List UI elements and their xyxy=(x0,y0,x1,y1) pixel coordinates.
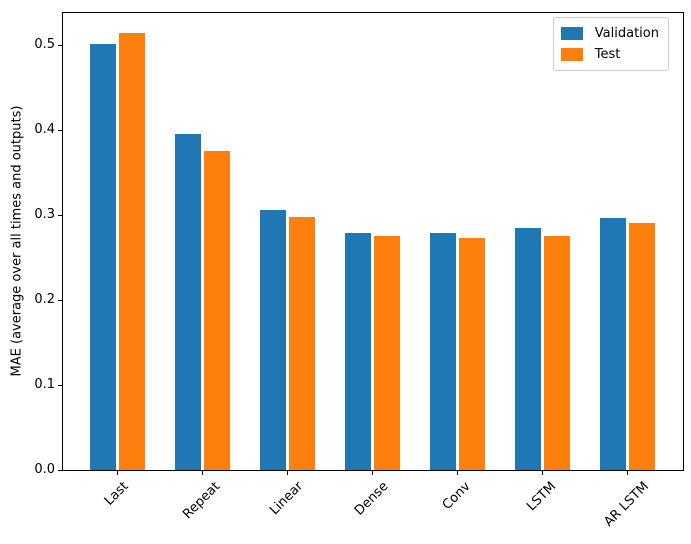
bar-validation-repeat xyxy=(175,133,201,470)
x-tick xyxy=(456,471,458,475)
y-tick-label: 0.4 xyxy=(34,122,55,138)
x-tick-label-ar-lstm: AR LSTM xyxy=(601,479,653,530)
legend-label-validation: Validation xyxy=(594,26,659,41)
x-tick-label-repeat: Repeat xyxy=(180,479,224,523)
x-tick-label-lstm: LSTM xyxy=(524,479,560,515)
bar-test-last xyxy=(119,32,145,470)
bar-test-lstm xyxy=(544,235,570,470)
bar-test-repeat xyxy=(204,150,230,470)
x-tick xyxy=(371,471,373,475)
x-tick-label-linear: Linear xyxy=(267,478,307,519)
y-tick-label: 0.2 xyxy=(34,292,55,308)
x-tick-label-conv: Conv xyxy=(440,479,474,513)
test-swatch xyxy=(560,48,583,61)
y-tick-label: 0.1 xyxy=(34,377,55,393)
bar-test-dense xyxy=(374,236,400,470)
bar-validation-last xyxy=(90,44,116,470)
bar-validation-conv xyxy=(430,233,456,470)
x-tick-label-dense: Dense xyxy=(352,478,392,519)
bar-test-ar-lstm xyxy=(629,222,655,470)
legend-item-test: Test xyxy=(560,47,659,62)
bar-test-linear xyxy=(289,216,315,470)
y-tick xyxy=(58,469,62,471)
y-tick xyxy=(58,384,62,386)
validation-swatch xyxy=(560,27,583,40)
bar-validation-linear xyxy=(260,210,286,470)
legend: Validation Test xyxy=(552,17,669,71)
x-tick xyxy=(626,471,628,475)
y-tick-label: 0.5 xyxy=(34,37,55,53)
legend-label-test: Test xyxy=(594,47,621,62)
y-tick-label: 0.3 xyxy=(34,207,55,223)
bar-validation-lstm xyxy=(515,227,541,470)
x-tick xyxy=(201,471,203,475)
x-tick xyxy=(116,471,118,475)
x-tick xyxy=(541,471,543,475)
y-tick xyxy=(58,299,62,301)
y-tick xyxy=(58,129,62,131)
y-tick xyxy=(58,214,62,216)
bar-validation-dense xyxy=(345,233,371,470)
plot-area: Validation Test 0.0 0.1 0.2 0.3 0.4 0.5 Last Re… xyxy=(34,12,684,530)
x-tick-label-last: Last xyxy=(102,478,132,509)
legend-item-validation: Validation xyxy=(560,26,659,41)
bar-test-conv xyxy=(459,238,485,470)
y-tick xyxy=(58,44,62,46)
y-axis-label: MAE (average over all times and outputs) xyxy=(9,105,25,377)
x-tick xyxy=(286,471,288,475)
bar-validation-ar-lstm xyxy=(600,217,626,470)
y-tick-label: 0.0 xyxy=(34,462,55,477)
